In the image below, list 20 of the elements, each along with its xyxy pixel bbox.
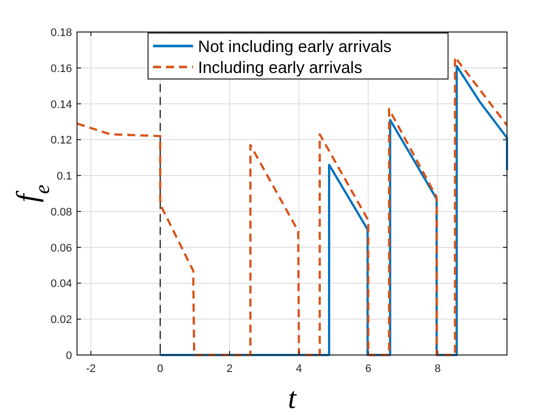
y-tick-label: 0.04	[50, 278, 72, 290]
legend-label: Including early arrivals	[198, 59, 362, 77]
x-tick-label: 0	[157, 363, 164, 375]
x-axis-title: t	[288, 382, 297, 415]
x-tick-label: 2	[226, 363, 233, 375]
y-tick-label: 0.14	[50, 98, 72, 111]
y-tick-label: 0.02	[50, 314, 72, 326]
x-tick-label: 4	[296, 363, 302, 375]
y-tick-label: 0.08	[50, 206, 72, 218]
line-series	[76, 56, 508, 356]
y-tick-label: 0.06	[50, 242, 72, 254]
legend-label: Not including early arrivals	[198, 38, 392, 56]
x-tick-label: 8	[434, 363, 441, 375]
y-tick-label: 0	[66, 350, 72, 362]
x-tick-label: -2	[86, 363, 96, 375]
x-tick-label: 6	[365, 363, 372, 375]
y-tick-label: 0.12	[50, 134, 72, 147]
y-tick-label: 0.18	[50, 27, 72, 39]
y-tick-label: 0.16	[50, 62, 72, 75]
y-tick-label: 0.1	[56, 170, 72, 183]
